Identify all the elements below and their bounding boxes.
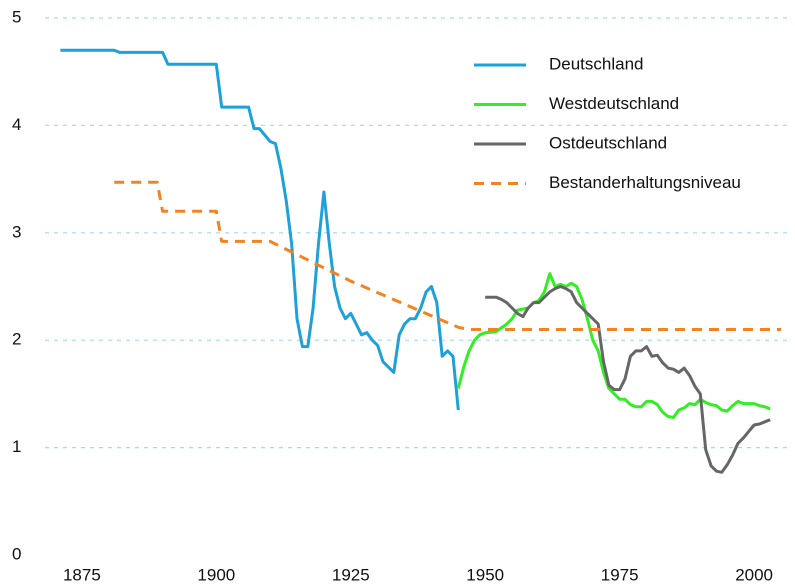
series-line	[60, 48, 460, 411]
series-line	[114, 180, 781, 331]
y-tick-label: 4	[12, 115, 21, 134]
y-tick-label: 3	[12, 222, 21, 241]
series-line	[485, 285, 771, 474]
y-tick-label: 1	[12, 437, 21, 456]
x-tick-label: 1900	[197, 565, 235, 584]
x-tick-label: 1925	[332, 565, 370, 584]
x-tick-label: 1975	[601, 565, 639, 584]
legend-label: Bestanderhaltungsniveau	[549, 173, 741, 192]
legend-label: Ostdeutschland	[549, 133, 667, 152]
y-tick-label: 2	[12, 330, 21, 349]
x-tick-label: 1875	[63, 565, 101, 584]
y-tick-label: 0	[12, 544, 21, 563]
legend-label: Westdeutschland	[549, 94, 679, 113]
x-tick-label: 1950	[466, 565, 504, 584]
legend-label: Deutschland	[549, 54, 644, 73]
series-line	[456, 272, 771, 419]
x-tick-label: 2000	[735, 565, 773, 584]
y-tick-label: 5	[12, 7, 21, 26]
